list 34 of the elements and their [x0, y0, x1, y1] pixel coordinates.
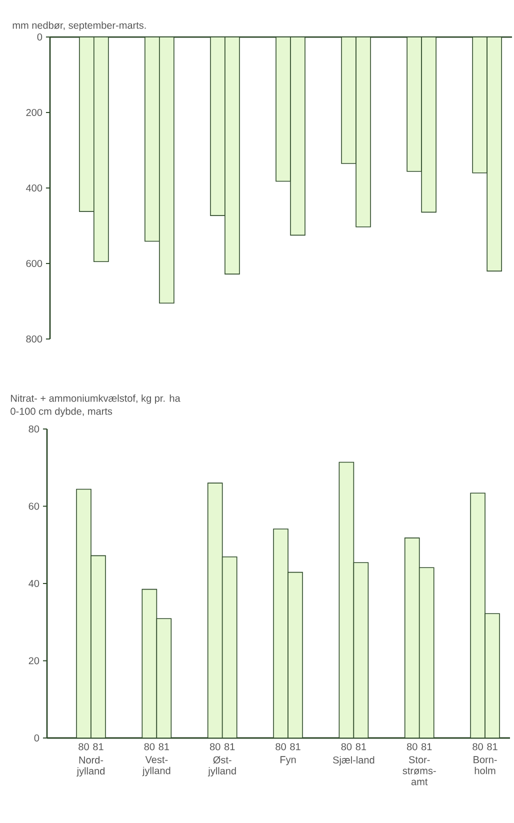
text: 81 — [290, 743, 300, 750]
text: 81 — [421, 743, 432, 750]
chart-title: mm nedbør, september-marts. — [12, 21, 146, 31]
y-tick-label: 0 — [34, 734, 40, 742]
x-tick-label: Sjæl-land — [333, 756, 374, 766]
y-tick-label: 800 — [26, 335, 42, 343]
text: 81 — [356, 743, 366, 750]
text: 80 — [472, 743, 483, 750]
series-label: 81 — [93, 743, 104, 750]
x-tick-label: Vest-jylland — [142, 756, 170, 776]
text: 81 — [224, 743, 235, 750]
x-tick-label: Stor-strøms-amt — [402, 756, 436, 786]
text: 80 — [144, 743, 155, 750]
y-tick-label: 600 — [26, 260, 42, 268]
y-tick-label: 40 — [28, 580, 40, 588]
x-tick-label: Øst-jylland — [208, 756, 236, 776]
chart-title: Nitrat- + ammoniumkvælstof, kg pr. ha — [11, 394, 180, 404]
x-tick-label: Fyn — [280, 756, 296, 766]
text: 81 — [487, 743, 498, 750]
y-tick-label: 400 — [26, 184, 42, 192]
y-tick-label: 80 — [28, 425, 40, 433]
series-label: 80 — [78, 743, 89, 750]
y-tick-label: 200 — [26, 108, 42, 116]
y-tick-label: 60 — [28, 502, 40, 510]
text: 80 — [210, 743, 220, 750]
y-tick-label: 20 — [28, 657, 40, 664]
x-tick-label: Nord-jylland — [76, 756, 105, 777]
text: 81 — [158, 743, 169, 750]
y-tick-label: 0 — [37, 33, 42, 41]
text: 80 — [341, 743, 352, 750]
chart-subtitle: 0-100 cm dybde, marts — [10, 407, 112, 417]
text: 80 — [276, 743, 286, 750]
x-tick-label: Born-holm — [474, 756, 497, 774]
text: 80 — [406, 743, 418, 750]
